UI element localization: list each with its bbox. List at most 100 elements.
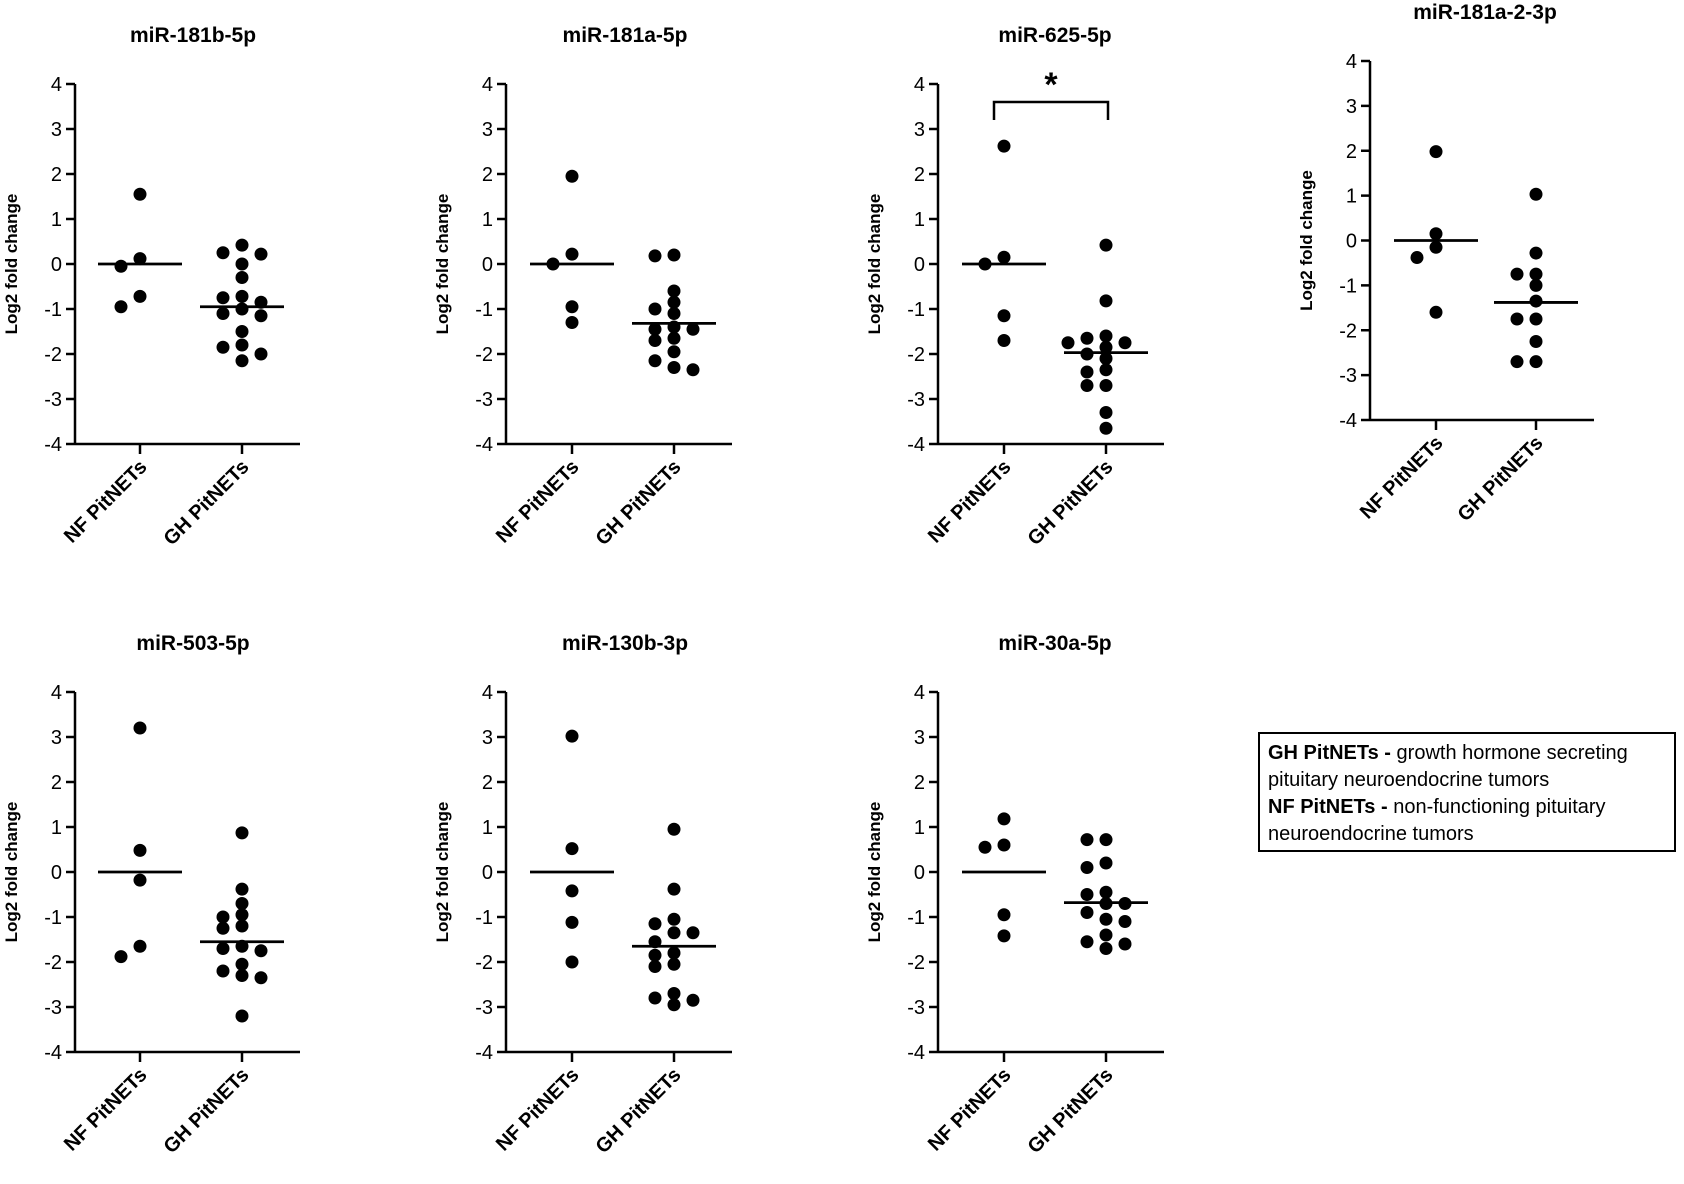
data-point bbox=[667, 295, 681, 309]
y-tick-label: 4 bbox=[914, 74, 925, 96]
legend-desc-nf: non-functioning pituitary neuroendocrine… bbox=[1268, 796, 1606, 845]
x-category-label: GH PitNETs bbox=[1024, 456, 1118, 550]
data-point bbox=[978, 840, 992, 854]
data-point bbox=[114, 950, 128, 964]
y-tick-label: 2 bbox=[51, 772, 62, 794]
y-tick-label: 1 bbox=[1346, 186, 1357, 208]
data-point bbox=[235, 289, 249, 303]
data-point bbox=[114, 300, 128, 314]
data-point bbox=[1529, 246, 1543, 260]
x-category-label: NF PitNETs bbox=[492, 1064, 584, 1156]
data-point bbox=[565, 300, 579, 314]
legend-entry-nf: NF PitNETs - non-functioning pituitary n… bbox=[1268, 794, 1666, 848]
data-point bbox=[1099, 340, 1113, 354]
data-point bbox=[667, 882, 681, 896]
y-axis-label: Log2 fold change bbox=[433, 194, 452, 335]
y-tick-label: 3 bbox=[482, 119, 493, 141]
data-point bbox=[1099, 329, 1113, 343]
data-point bbox=[254, 309, 268, 323]
x-category-label: GH PitNETs bbox=[160, 456, 254, 550]
y-tick-label: -2 bbox=[475, 952, 493, 974]
data-point bbox=[1099, 406, 1113, 419]
data-point bbox=[235, 271, 249, 284]
data-point bbox=[686, 363, 700, 377]
data-point bbox=[254, 347, 268, 361]
data-point bbox=[1099, 942, 1113, 955]
y-axis-label: Log2 fold change bbox=[865, 194, 884, 335]
y-tick-label: 0 bbox=[482, 254, 493, 276]
data-point bbox=[1061, 336, 1075, 350]
data-point bbox=[648, 948, 662, 962]
y-tick-label: -2 bbox=[1339, 320, 1357, 342]
data-point bbox=[254, 944, 268, 958]
y-tick-label: 1 bbox=[914, 817, 925, 839]
data-point bbox=[1429, 227, 1443, 241]
data-point bbox=[133, 721, 147, 735]
legend-term-nf: NF PitNETs - bbox=[1268, 796, 1388, 818]
y-tick-label: 0 bbox=[914, 862, 925, 884]
data-point bbox=[997, 929, 1011, 943]
data-point bbox=[235, 957, 249, 971]
y-tick-label: -1 bbox=[907, 907, 925, 929]
y-tick-label: -2 bbox=[44, 344, 62, 366]
y-tick-label: -3 bbox=[475, 997, 493, 1019]
data-point bbox=[1099, 833, 1113, 847]
y-tick-label: -1 bbox=[1339, 275, 1357, 297]
data-point bbox=[667, 946, 681, 960]
chart-title: miR-625-5p bbox=[998, 24, 1111, 47]
x-category-label: NF PitNETs bbox=[60, 456, 152, 548]
data-point bbox=[997, 139, 1011, 153]
data-point bbox=[1529, 355, 1543, 369]
x-category-label: NF PitNETs bbox=[1356, 432, 1448, 524]
data-point bbox=[1080, 861, 1094, 874]
y-axis-label: Log2 fold change bbox=[433, 802, 452, 943]
data-point bbox=[216, 291, 230, 305]
data-point bbox=[648, 334, 662, 347]
y-tick-label: 1 bbox=[51, 817, 62, 839]
chart-panel-mir-181a-5p: miR-181a-5p 4 3 2 1 0 -1 -2 -3 -4 Log2 fold change… bbox=[433, 24, 732, 550]
data-point bbox=[997, 334, 1011, 347]
y-tick-label: -4 bbox=[475, 1042, 493, 1064]
y-tick-label: 3 bbox=[914, 727, 925, 749]
data-point bbox=[216, 340, 230, 354]
y-tick-label: 1 bbox=[482, 209, 493, 231]
y-tick-label: -1 bbox=[44, 907, 62, 929]
y-tick-label: -2 bbox=[475, 344, 493, 366]
data-point bbox=[1529, 278, 1543, 292]
data-point bbox=[235, 325, 249, 338]
data-point bbox=[1118, 336, 1132, 350]
data-point bbox=[648, 249, 662, 263]
data-point bbox=[1529, 312, 1543, 326]
data-point bbox=[648, 960, 662, 973]
data-point bbox=[667, 361, 681, 374]
data-point bbox=[1429, 240, 1443, 254]
data-point bbox=[997, 309, 1011, 323]
legend-term-gh: GH PitNETs - bbox=[1268, 742, 1391, 764]
x-category-label: GH PitNETs bbox=[160, 1064, 254, 1158]
y-tick-label: -4 bbox=[907, 434, 925, 456]
y-tick-label: 0 bbox=[914, 254, 925, 276]
y-tick-label: -3 bbox=[44, 997, 62, 1019]
data-point bbox=[997, 812, 1011, 826]
data-point bbox=[254, 971, 268, 985]
data-point bbox=[216, 921, 230, 935]
chart-panel-mir-181a-2-3p: miR-181a-2-3p 4 3 2 1 0 -1 -2 -3 -4 Log2 fold chan… bbox=[1297, 1, 1594, 526]
data-point bbox=[235, 1009, 249, 1023]
data-point bbox=[565, 316, 579, 329]
data-point bbox=[648, 302, 662, 316]
data-point bbox=[235, 302, 249, 316]
data-point bbox=[1080, 935, 1094, 949]
y-tick-label: -3 bbox=[44, 389, 62, 411]
data-point bbox=[565, 915, 579, 929]
legend-box: GH PitNETs - growth hormone secreting pi… bbox=[1258, 732, 1676, 852]
data-point bbox=[667, 987, 681, 1000]
data-point bbox=[133, 843, 147, 857]
data-point bbox=[565, 247, 579, 261]
y-tick-label: 4 bbox=[1346, 51, 1357, 73]
data-point bbox=[1510, 267, 1524, 281]
chart-panel-mir-181b-5p: miR-181b-5p 4 3 2 1 0 -1 -2 -3 -4 Log2 fold change… bbox=[2, 24, 300, 550]
data-point bbox=[686, 993, 700, 1007]
y-tick-label: -4 bbox=[44, 1042, 62, 1064]
data-point bbox=[1080, 379, 1094, 392]
